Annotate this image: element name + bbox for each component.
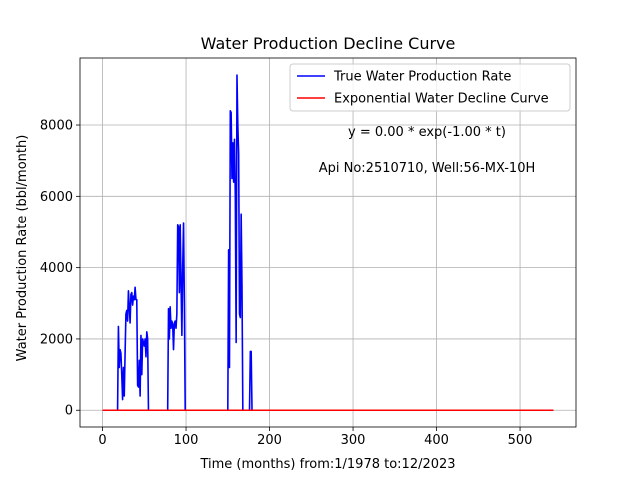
legend: True Water Production Rate Exponential W… xyxy=(289,63,571,112)
y-tick-label: 0 xyxy=(65,404,73,419)
x-tick-label: 300 xyxy=(341,433,366,448)
y-tick-label: 8000 xyxy=(40,119,73,134)
x-tick-label: 500 xyxy=(508,433,533,448)
x-axis-label: Time (months) from:1/1978 to:12/2023 xyxy=(199,457,455,472)
legend-box xyxy=(289,63,571,112)
grid-lines xyxy=(80,58,576,427)
y-tick-label: 6000 xyxy=(40,190,73,205)
x-tick-label: 200 xyxy=(257,433,282,448)
true-water-production-rate-line xyxy=(102,74,554,412)
x-tick-label: 400 xyxy=(424,433,449,448)
legend-label-true-rate: True Water Production Rate xyxy=(333,70,511,85)
x-tick-label: 100 xyxy=(174,433,199,448)
y-axis-ticks: 0 2000 4000 6000 8000 xyxy=(40,119,80,419)
well-annotation: Api No:2510710, Well:56-MX-10H xyxy=(319,161,536,176)
legend-label-exponential-curve: Exponential Water Decline Curve xyxy=(334,92,549,107)
series-layer xyxy=(102,74,554,412)
y-axis-label: Water Production Rate (bbl/month) xyxy=(15,135,30,362)
equation-annotation: y = 0.00 * exp(-1.00 * t) xyxy=(348,125,506,140)
y-tick-label: 4000 xyxy=(40,261,73,276)
x-tick-label: 0 xyxy=(98,433,106,448)
plot-frame xyxy=(79,57,577,428)
chart-title: Water Production Decline Curve xyxy=(201,34,456,53)
y-tick-label: 2000 xyxy=(40,332,73,347)
x-axis-ticks: 0 100 200 300 400 500 xyxy=(98,427,532,448)
